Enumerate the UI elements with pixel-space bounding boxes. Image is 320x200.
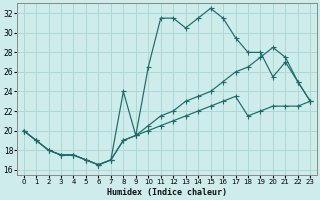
X-axis label: Humidex (Indice chaleur): Humidex (Indice chaleur) [107,188,227,197]
